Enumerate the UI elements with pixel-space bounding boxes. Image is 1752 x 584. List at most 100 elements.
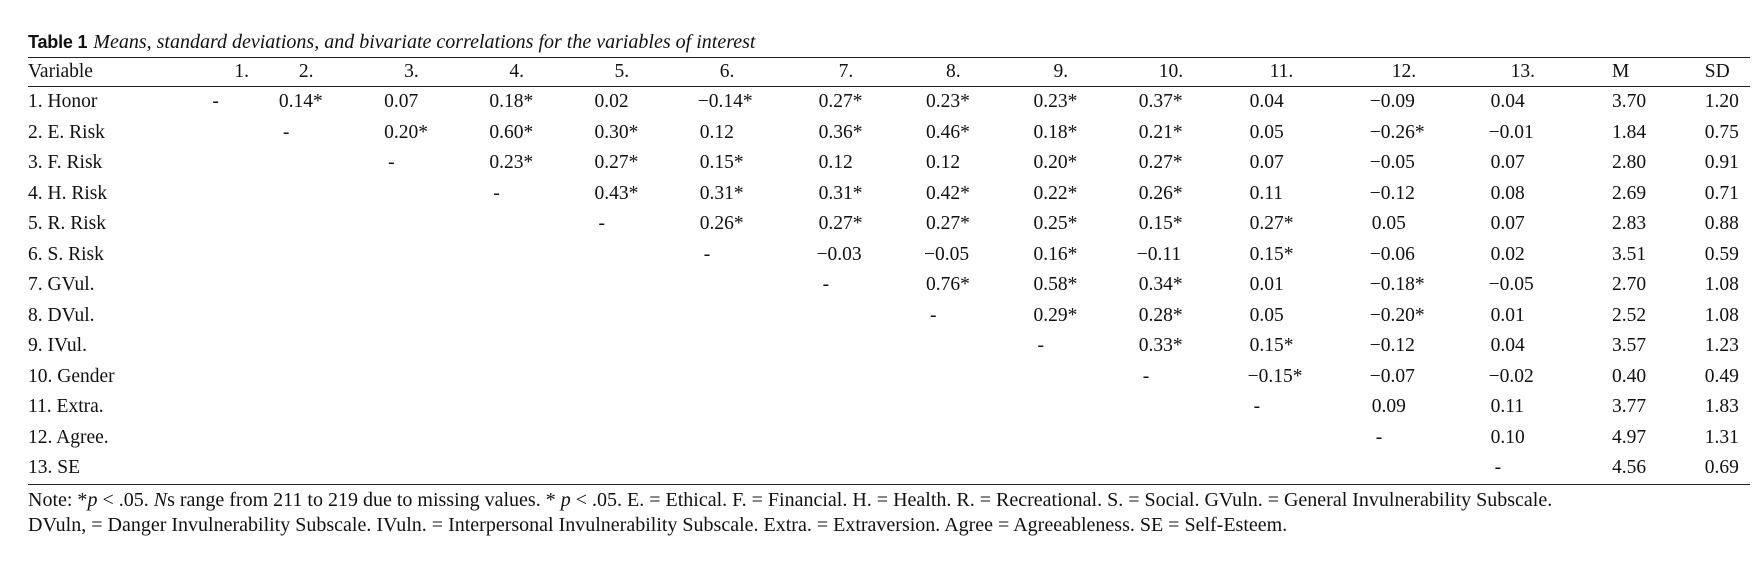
- table-cell: 0.12: [818, 152, 853, 173]
- table-cell: 0.49: [1704, 365, 1739, 387]
- table-cell: [817, 362, 924, 393]
- table-cell: 0.02: [1490, 243, 1525, 265]
- diagonal-cell: -: [1375, 426, 1383, 448]
- table-cell: −0.05: [1369, 152, 1415, 173]
- table-cell: [382, 423, 487, 454]
- column-header: M: [1603, 57, 1697, 87]
- column-header: 6.: [697, 57, 817, 87]
- table-cell: [382, 270, 487, 301]
- table-cell: [593, 240, 698, 271]
- table-row: 2. E. Risk - 0.20* 0.60* 0.30* 0.12 0.36* 0.46*…: [28, 118, 1750, 149]
- table-cell: [1136, 453, 1248, 485]
- table-cell: 0.58*: [1033, 274, 1078, 295]
- table-cell: [698, 301, 817, 332]
- table-cell: 0.04: [1249, 91, 1284, 112]
- table-cell: [212, 331, 276, 362]
- table-cell: −0.12: [1369, 335, 1415, 356]
- table-cell: 3.77: [1611, 396, 1647, 417]
- table-cell: −0.03: [816, 243, 862, 265]
- table-cell: [212, 301, 276, 332]
- table-cell: [276, 453, 383, 485]
- table-cell: 0.43*: [594, 182, 639, 204]
- table-cell: 0.07: [384, 91, 419, 112]
- table-cell: 1.20: [1704, 91, 1739, 112]
- table-cell: [698, 331, 817, 362]
- table-cell: 0.11: [1490, 396, 1524, 417]
- table-cell: 2.69: [1611, 182, 1647, 204]
- row-label: 9. IVul.: [28, 335, 87, 356]
- table-cell: [382, 179, 487, 210]
- table-cell: 0.23*: [1033, 91, 1078, 112]
- table-cell: 0.01: [1249, 274, 1284, 295]
- table-cell: 0.07: [1249, 152, 1284, 173]
- table-cell: 0.11: [1249, 182, 1283, 204]
- table-cell: 0.26*: [699, 213, 744, 234]
- table-cell: [212, 453, 277, 485]
- table-cell: 0.46*: [926, 121, 970, 143]
- table-cell: [487, 392, 592, 423]
- table-cell: [593, 331, 698, 362]
- table-cell: 0.34*: [1138, 274, 1183, 295]
- table-cell: 0.15*: [699, 152, 744, 173]
- table-cell: 0.27*: [1138, 152, 1183, 173]
- column-header: 11.: [1247, 57, 1370, 87]
- table-cell: 0.05: [1249, 304, 1284, 326]
- table-cell: −0.06: [1369, 243, 1415, 265]
- table-cell: [1137, 423, 1248, 454]
- diagonal-cell: -: [212, 91, 219, 112]
- row-label: 11. Extra.: [28, 396, 104, 417]
- table-cell: [212, 423, 276, 454]
- table-cell: [924, 392, 1031, 423]
- table-cell: [382, 331, 487, 362]
- table-caption: Table 1 Means, standard deviations, and b…: [28, 30, 1750, 54]
- diagonal-cell: -: [493, 182, 500, 204]
- table-cell: [698, 270, 817, 301]
- table-cell: 4.97: [1611, 426, 1647, 448]
- table-row: 13. SE -4.56 0.69: [28, 453, 1750, 485]
- table-cell: [817, 301, 924, 332]
- note-p-symbol: p: [560, 488, 571, 511]
- table-container: Table 1 Means, standard deviations, and b…: [28, 30, 1750, 538]
- table-cell: 0.30*: [594, 121, 639, 143]
- table-cell: [212, 240, 276, 271]
- table-cell: 0.18*: [1033, 121, 1078, 143]
- table-cell: 0.02: [594, 91, 629, 112]
- table-cell: 4.56: [1603, 453, 1697, 485]
- table-cell: 0.88: [1704, 213, 1739, 234]
- table-cell: −0.15*: [1247, 365, 1303, 387]
- table-cell: 0.05: [1249, 121, 1284, 143]
- table-cell: 0.28*: [1138, 304, 1183, 326]
- column-header: 13.: [1488, 57, 1604, 87]
- diagonal-cell: -: [930, 304, 937, 326]
- table-cell: [487, 240, 592, 271]
- table-cell: [487, 423, 592, 454]
- table-cell: 1.83: [1704, 396, 1739, 417]
- table-cell: 0.75: [1704, 121, 1739, 143]
- table-row: 10. Gender - −0.15* −0.07 −0.02 0.40 0.49: [28, 362, 1750, 393]
- table-row: 7. GVul. - 0.76* 0.58* 0.34* 0.01 −0.18* −0.05 2…: [28, 270, 1750, 301]
- table-cell: [924, 331, 1031, 362]
- table-cell: [487, 331, 592, 362]
- note-p-symbol: p: [87, 488, 98, 511]
- table-cell: 0.16*: [1033, 243, 1078, 265]
- table-row: 5. R. Risk - 0.26* 0.27* 0.27* 0.25* 0.15* 0.27…: [28, 209, 1750, 240]
- table-row: 3. F. Risk - 0.23* 0.27* 0.15* 0.12 0.12 0.20* 0…: [28, 148, 1750, 179]
- table-cell: 0.04: [1490, 91, 1525, 112]
- table-cell: 1.08: [1704, 274, 1739, 295]
- row-label: 8. DVul.: [28, 304, 95, 326]
- diagonal-cell: -: [822, 274, 830, 295]
- table-cell: [697, 453, 817, 485]
- table-cell: [593, 392, 698, 423]
- diagonal-cell: -: [703, 243, 711, 265]
- table-row: 11. Extra. - 0.09 0.11 3.77 1.83: [28, 392, 1750, 423]
- table-cell: [212, 209, 276, 240]
- table-cell: [382, 240, 487, 271]
- table-cell: 0.36*: [818, 121, 863, 143]
- table-cell: 0.40: [1611, 365, 1647, 387]
- note-line-2: DVuln, = Danger Invulnerability Subscale…: [28, 513, 1288, 536]
- table-cell: [277, 423, 382, 454]
- table-cell: 0.15*: [1249, 243, 1294, 265]
- column-header: 9.: [1031, 57, 1137, 87]
- table-cell: [1137, 392, 1248, 423]
- table-cell: [924, 423, 1031, 454]
